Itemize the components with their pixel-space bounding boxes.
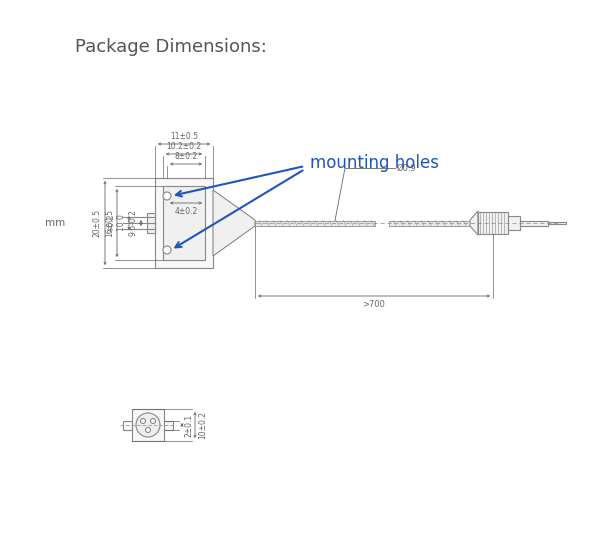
Bar	[147, 213, 155, 233]
Bar	[163, 186, 205, 260]
Bar	[132, 409, 164, 441]
Circle shape	[136, 413, 160, 437]
Bar	[164, 420, 173, 429]
Text: 2±0.1: 2±0.1	[185, 413, 194, 437]
Bar	[155, 178, 213, 268]
Bar	[389, 221, 470, 225]
Text: Package Dimensions:: Package Dimensions:	[75, 38, 267, 56]
Circle shape	[163, 192, 171, 200]
Text: 10.2±0.2: 10.2±0.2	[166, 142, 202, 151]
Text: mounting holes: mounting holes	[310, 154, 439, 172]
Text: 16±0.5: 16±0.5	[105, 209, 114, 237]
Polygon shape	[470, 211, 478, 235]
Text: >700: >700	[362, 300, 385, 309]
Text: +0.2
10 0: +0.2 10 0	[107, 214, 126, 232]
Text: 20±0.5: 20±0.5	[93, 209, 102, 237]
Bar	[123, 420, 132, 429]
Text: 8±0.2: 8±0.2	[175, 152, 197, 161]
Bar	[548, 222, 566, 224]
Text: 10±0.2: 10±0.2	[198, 411, 207, 439]
Bar	[255, 221, 375, 225]
Bar	[508, 216, 520, 230]
Circle shape	[151, 419, 155, 423]
Circle shape	[146, 428, 151, 433]
Text: mm: mm	[45, 218, 65, 228]
Circle shape	[140, 419, 146, 423]
Bar	[520, 221, 548, 225]
Text: 9.6-0.2: 9.6-0.2	[129, 209, 138, 237]
Circle shape	[163, 246, 171, 254]
Text: 4±0.2: 4±0.2	[175, 207, 197, 216]
Text: Ø0.9: Ø0.9	[397, 163, 417, 172]
Text: 11±0.5: 11±0.5	[170, 132, 198, 141]
Polygon shape	[213, 190, 255, 256]
Bar	[478, 212, 508, 234]
